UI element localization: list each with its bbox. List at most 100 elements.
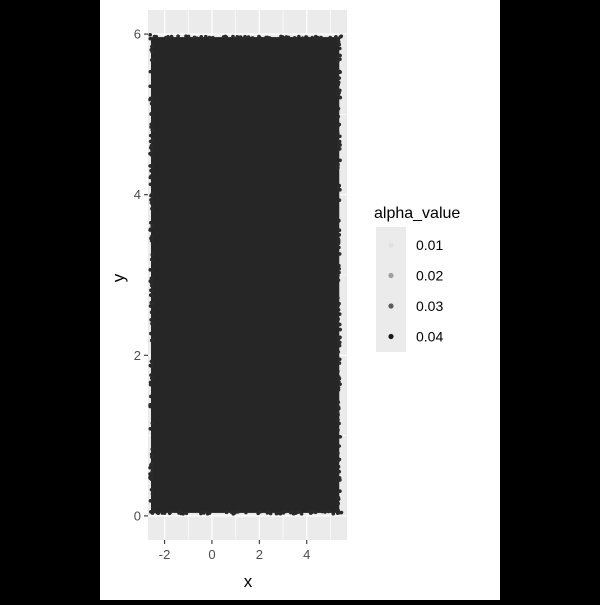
data-point <box>210 35 215 40</box>
data-point <box>148 404 152 409</box>
data-point <box>299 512 304 516</box>
data-point <box>336 278 341 282</box>
data-point <box>148 84 153 89</box>
data-point <box>328 35 333 40</box>
data-point <box>176 34 180 39</box>
data-point <box>336 82 341 87</box>
data-point <box>224 35 229 40</box>
data-point <box>336 53 340 58</box>
data-point <box>169 34 174 39</box>
data-point <box>149 288 153 293</box>
data-point <box>195 36 200 41</box>
data-point <box>148 139 153 144</box>
data-point <box>338 335 342 340</box>
data-point <box>336 451 340 455</box>
data-point <box>337 218 341 223</box>
data-point <box>337 469 342 474</box>
data-point <box>267 36 272 40</box>
data-point <box>337 361 342 365</box>
y-axis-label: y <box>109 273 128 282</box>
data-point <box>336 495 341 500</box>
data-point <box>148 151 152 156</box>
data-point <box>148 145 153 150</box>
data-point <box>148 499 153 503</box>
data-point <box>336 147 341 152</box>
data-point <box>337 376 342 381</box>
data-point <box>149 487 154 492</box>
data-point <box>150 44 155 49</box>
data-point <box>337 301 341 306</box>
data-point <box>166 35 170 39</box>
data-point <box>186 34 191 39</box>
data-point <box>336 162 340 167</box>
data-point <box>338 434 343 439</box>
data-point <box>149 101 154 106</box>
data-point <box>148 268 153 272</box>
data-point <box>148 33 152 37</box>
data-point <box>337 357 342 362</box>
data-point <box>202 511 206 515</box>
data-point <box>336 238 341 242</box>
data-point <box>286 35 291 40</box>
data-point <box>148 304 153 308</box>
data-point <box>224 510 229 515</box>
data-point <box>149 373 153 377</box>
data-point <box>149 300 154 305</box>
data-point <box>230 510 234 515</box>
data-point <box>266 510 270 514</box>
data-point <box>184 511 189 516</box>
data-point <box>336 228 341 232</box>
data-point <box>150 235 154 240</box>
data-point <box>250 36 255 40</box>
data-point <box>337 421 341 426</box>
data-point <box>303 35 308 40</box>
data-point <box>150 360 155 364</box>
legend-key-background <box>376 227 406 352</box>
data-point <box>207 511 212 515</box>
data-point <box>338 158 342 163</box>
data-point <box>336 428 340 432</box>
data-point <box>338 327 342 332</box>
data-point <box>150 128 155 133</box>
data-point <box>291 511 296 516</box>
data-point <box>337 457 342 462</box>
data-point <box>313 510 318 515</box>
data-point <box>337 252 342 256</box>
data-point <box>149 168 153 173</box>
data-point <box>149 198 153 202</box>
data-point <box>337 270 341 275</box>
data-point <box>338 57 342 62</box>
data-point <box>148 380 153 385</box>
data-point <box>150 421 155 425</box>
data-point <box>337 91 341 95</box>
data-point <box>150 224 155 228</box>
plot-figure: -2 0 2 4 0 2 4 6 x y alpha_value 0.01 0.02 0.03 0.… <box>100 0 500 600</box>
data-point <box>148 426 153 431</box>
data-point <box>192 35 197 40</box>
x-tick-label: 0 <box>208 547 215 562</box>
legend-entry-label: 0.01 <box>416 237 443 253</box>
data-point <box>338 382 342 386</box>
data-point <box>336 165 340 170</box>
legend-entry-label: 0.02 <box>416 268 443 284</box>
data-point <box>149 281 154 285</box>
y-tick-label: 6 <box>134 27 141 42</box>
data-point <box>150 338 154 342</box>
scatter-chart: -2 0 2 4 0 2 4 6 x y alpha_value 0.01 0.02 0.03 0.… <box>109 10 460 591</box>
data-point <box>149 394 153 399</box>
data-point <box>336 93 341 98</box>
legend-key-point <box>388 333 394 340</box>
data-point <box>336 296 340 300</box>
y-tick-label: 0 <box>134 508 141 523</box>
data-point <box>148 36 153 41</box>
data-point <box>149 125 153 129</box>
data-point <box>150 50 155 54</box>
data-point <box>151 510 156 514</box>
data-point <box>336 37 341 42</box>
data-point <box>150 465 154 469</box>
data-point <box>199 35 204 39</box>
data-point <box>241 36 246 41</box>
data-point <box>257 34 261 39</box>
data-point <box>233 510 237 515</box>
data-point <box>338 489 342 493</box>
